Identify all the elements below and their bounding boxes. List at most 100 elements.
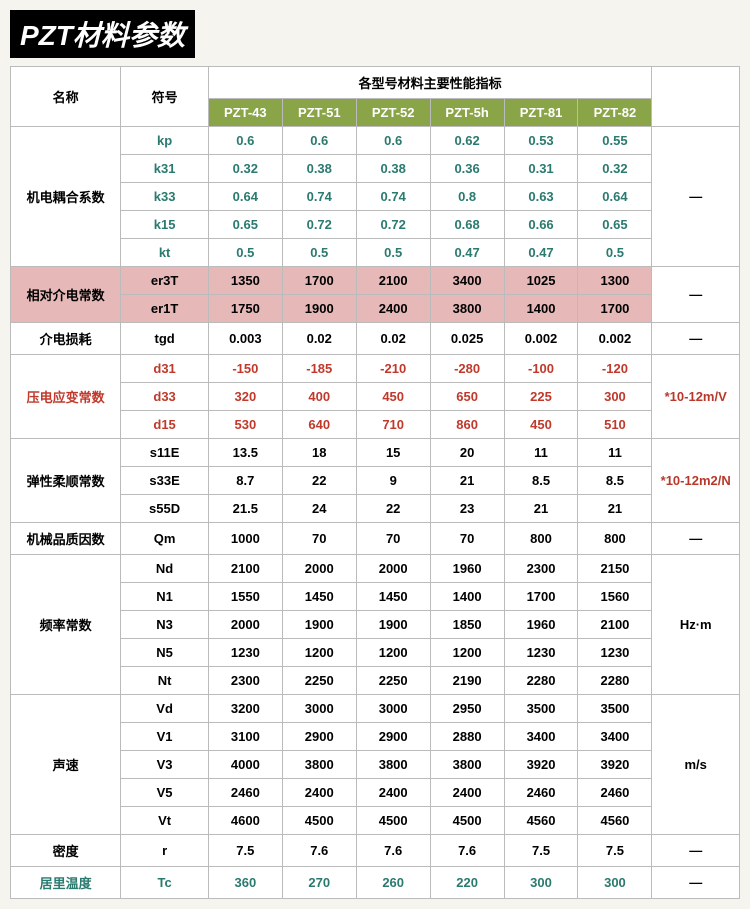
value-cell: 0.66	[504, 211, 578, 239]
value-cell: 2100	[578, 611, 652, 639]
value-cell: -120	[578, 355, 652, 383]
symbol-cell: r	[121, 835, 209, 867]
section-name: 声速	[11, 695, 121, 835]
value-cell: 20	[430, 439, 504, 467]
value-cell: 1450	[356, 583, 430, 611]
value-cell: 0.5	[356, 239, 430, 267]
header-col: PZT-52	[356, 99, 430, 127]
header-group: 各型号材料主要性能指标	[208, 67, 652, 99]
value-cell: 1450	[282, 583, 356, 611]
table-row: 密度r7.57.67.67.67.57.5—	[11, 835, 740, 867]
value-cell: 1960	[430, 555, 504, 583]
value-cell: -150	[208, 355, 282, 383]
value-cell: 8.5	[504, 467, 578, 495]
value-cell: 0.8	[430, 183, 504, 211]
value-cell: 0.65	[208, 211, 282, 239]
value-cell: 450	[504, 411, 578, 439]
value-cell: 1230	[504, 639, 578, 667]
table-row: Nt230022502250219022802280	[11, 667, 740, 695]
value-cell: 260	[356, 867, 430, 899]
value-cell: 2000	[282, 555, 356, 583]
value-cell: 0.74	[282, 183, 356, 211]
value-cell: 4600	[208, 807, 282, 835]
symbol-cell: k31	[121, 155, 209, 183]
header-name: 名称	[11, 67, 121, 127]
symbol-cell: Nt	[121, 667, 209, 695]
value-cell: 1200	[282, 639, 356, 667]
value-cell: 530	[208, 411, 282, 439]
value-cell: 0.47	[430, 239, 504, 267]
symbol-cell: d33	[121, 383, 209, 411]
table-row: s33E8.7229218.58.5	[11, 467, 740, 495]
symbol-cell: V1	[121, 723, 209, 751]
value-cell: 0.53	[504, 127, 578, 155]
value-cell: 3000	[356, 695, 430, 723]
value-cell: 2400	[430, 779, 504, 807]
symbol-cell: N5	[121, 639, 209, 667]
value-cell: 0.55	[578, 127, 652, 155]
table-row: 机电耦合系数kp0.60.60.60.620.530.55—	[11, 127, 740, 155]
header-col: PZT-43	[208, 99, 282, 127]
value-cell: 450	[356, 383, 430, 411]
unit-cell: —	[652, 267, 740, 323]
table-row: N3200019001900185019602100	[11, 611, 740, 639]
value-cell: 2400	[356, 779, 430, 807]
value-cell: 0.6	[208, 127, 282, 155]
value-cell: 8.5	[578, 467, 652, 495]
table-row: d33320400450650225300	[11, 383, 740, 411]
symbol-cell: V5	[121, 779, 209, 807]
header-unit	[652, 67, 740, 127]
section-name: 密度	[11, 835, 121, 867]
symbol-cell: Nd	[121, 555, 209, 583]
header-col: PZT-51	[282, 99, 356, 127]
value-cell: 300	[578, 383, 652, 411]
value-cell: 0.38	[282, 155, 356, 183]
symbol-cell: Vd	[121, 695, 209, 723]
unit-cell: m/s	[652, 695, 740, 835]
symbol-cell: d31	[121, 355, 209, 383]
symbol-cell: tgd	[121, 323, 209, 355]
value-cell: 3400	[578, 723, 652, 751]
symbol-cell: Qm	[121, 523, 209, 555]
value-cell: 2900	[356, 723, 430, 751]
value-cell: 0.025	[430, 323, 504, 355]
section-name: 介电损耗	[11, 323, 121, 355]
value-cell: 0.002	[504, 323, 578, 355]
value-cell: 1900	[282, 295, 356, 323]
value-cell: -210	[356, 355, 430, 383]
value-cell: 270	[282, 867, 356, 899]
value-cell: 18	[282, 439, 356, 467]
value-cell: 21	[578, 495, 652, 523]
value-cell: 640	[282, 411, 356, 439]
table-body: 机电耦合系数kp0.60.60.60.620.530.55—k310.320.3…	[11, 127, 740, 899]
value-cell: 0.36	[430, 155, 504, 183]
value-cell: 0.32	[208, 155, 282, 183]
value-cell: 3000	[282, 695, 356, 723]
value-cell: 0.68	[430, 211, 504, 239]
value-cell: 225	[504, 383, 578, 411]
value-cell: 0.003	[208, 323, 282, 355]
value-cell: 0.6	[282, 127, 356, 155]
value-cell: 1700	[504, 583, 578, 611]
unit-cell: —	[652, 835, 740, 867]
value-cell: 0.32	[578, 155, 652, 183]
unit-cell: *10-12m/V	[652, 355, 740, 439]
symbol-cell: s11E	[121, 439, 209, 467]
table-row: k310.320.380.380.360.310.32	[11, 155, 740, 183]
value-cell: 1900	[356, 611, 430, 639]
table-row: 声速Vd320030003000295035003500m/s	[11, 695, 740, 723]
value-cell: 3500	[504, 695, 578, 723]
value-cell: 2000	[208, 611, 282, 639]
value-cell: 2950	[430, 695, 504, 723]
value-cell: 1200	[430, 639, 504, 667]
value-cell: 220	[430, 867, 504, 899]
value-cell: 3400	[504, 723, 578, 751]
value-cell: 1700	[578, 295, 652, 323]
value-cell: 2280	[578, 667, 652, 695]
table-row: kt0.50.50.50.470.470.5	[11, 239, 740, 267]
value-cell: 2250	[356, 667, 430, 695]
value-cell: 0.65	[578, 211, 652, 239]
value-cell: 0.5	[208, 239, 282, 267]
value-cell: 3800	[356, 751, 430, 779]
section-name: 频率常数	[11, 555, 121, 695]
